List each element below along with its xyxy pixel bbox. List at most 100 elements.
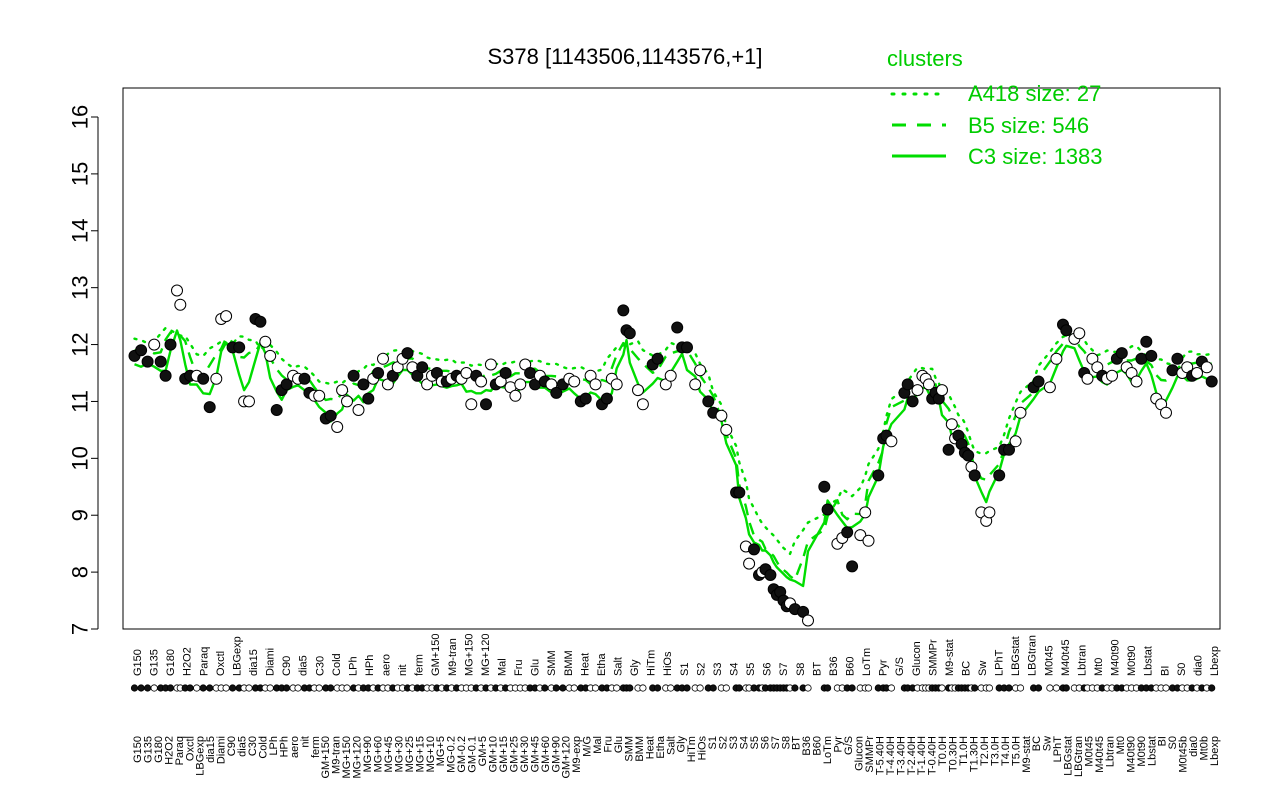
x-tick-label-lower: Sw <box>1042 736 1054 751</box>
x-tick-label: LoTm <box>861 648 873 676</box>
x-marks <box>130 684 1216 692</box>
data-point <box>141 355 154 368</box>
data-point <box>259 335 272 348</box>
x-tick-label-lower: T3.0H <box>989 736 1001 766</box>
data-point <box>416 361 429 374</box>
x-tick-label-lower: B36 <box>801 736 813 756</box>
x-tick-label-lower: Fru <box>603 736 615 753</box>
x-tick-label: Glu <box>530 659 542 676</box>
data-point <box>352 404 365 416</box>
data-point <box>1009 435 1022 448</box>
x-tick-label: G180 <box>165 649 177 676</box>
x-tick-label: BT <box>811 662 823 676</box>
data-point <box>1160 406 1172 419</box>
data-point <box>617 304 630 317</box>
x-tick-label: MG+120 <box>480 634 492 677</box>
x-tick-label-lower: GM+30 <box>519 736 531 772</box>
legend-label-b5: B5 size: 546 <box>968 113 1089 138</box>
data-point <box>1166 364 1179 377</box>
data-point <box>313 389 326 402</box>
x-tick-label-lower: S0 <box>1167 736 1179 749</box>
x-mark <box>1208 684 1216 692</box>
data-point <box>233 341 246 354</box>
x-mark <box>559 684 567 692</box>
x-tick-label-lower: MG+30 <box>393 736 405 772</box>
x-tick-label-lower: Heat <box>644 736 656 759</box>
data-point <box>568 375 581 388</box>
x-mark <box>823 684 832 692</box>
x-tick-label: aero <box>381 654 393 676</box>
data-points <box>128 284 1218 627</box>
x-tick-label-lower: Glu <box>613 736 625 753</box>
data-point <box>872 469 885 482</box>
data-point <box>715 409 728 422</box>
y-tick-label: 9 <box>68 509 93 521</box>
data-point <box>1003 443 1015 456</box>
x-tick-label-lower: GM+150 <box>320 736 332 779</box>
x-mark <box>683 684 691 692</box>
x-tick-label: Lbstat <box>1143 646 1155 676</box>
x-mark <box>343 684 351 692</box>
x-tick-label: B36 <box>828 656 840 676</box>
data-point <box>968 469 981 482</box>
data-point <box>818 480 831 493</box>
x-mark <box>229 684 237 692</box>
data-point <box>681 341 693 354</box>
x-tick-label: S3 <box>712 663 724 676</box>
x-tick-label-lower: GM+10 <box>488 736 500 772</box>
data-point <box>694 364 707 377</box>
y-tick-label: 10 <box>68 446 93 470</box>
data-point <box>1073 327 1086 340</box>
x-mark <box>266 684 274 692</box>
data-point <box>1140 335 1153 348</box>
x-tick-label-lower: Pyr <box>833 736 845 753</box>
y-tick-label: 16 <box>68 105 93 129</box>
x-mark <box>137 684 145 692</box>
x-tick-label: LBGexp <box>231 636 243 676</box>
data-point <box>484 358 497 371</box>
data-point <box>821 503 834 516</box>
x-mark <box>709 684 717 692</box>
data-point <box>764 569 777 581</box>
x-tick-label-lower: B60 <box>812 736 824 756</box>
x-tick-label: Heat <box>579 653 591 676</box>
data-point <box>1106 369 1118 382</box>
data-point <box>1115 347 1128 360</box>
x-ticks: G150 G135 G180 H2O2 Paraq Oxctl LBGexp dia15 Dia… <box>132 633 1221 778</box>
x-tick-label-lower: S2 <box>718 736 730 749</box>
x-tick-label: Lbtran <box>1076 645 1088 676</box>
x-tick-label: nit <box>397 664 409 676</box>
x-tick-label-lower: dia5 <box>237 736 249 757</box>
x-tick-label-lower: BC <box>1031 736 1043 751</box>
x-tick-label: H2O2 <box>182 647 194 676</box>
x-tick-label: HiOs <box>662 651 674 676</box>
x-mark <box>315 684 323 692</box>
data-point <box>671 321 684 334</box>
x-tick-label-lower: T1.30H <box>969 736 981 772</box>
x-tick-label: S0 <box>1176 663 1188 676</box>
x-tick-label-lower: MG+45 <box>383 736 395 772</box>
series-line-solid <box>134 329 1213 588</box>
x-tick-label-lower: LoTm <box>822 736 834 764</box>
x-tick-label-lower: Mt0 <box>1115 736 1127 754</box>
x-tick-label-lower: HPh <box>278 736 290 757</box>
data-point <box>748 543 760 556</box>
data-point <box>324 409 337 422</box>
x-tick-label-lower: C30 <box>247 736 259 756</box>
x-mark <box>193 684 201 692</box>
x-tick-label-lower: G135 <box>143 736 155 763</box>
x-tick-label-lower: T-1.40H <box>916 736 928 775</box>
x-tick-label: GM+150 <box>430 633 442 676</box>
x-tick-label: Fru <box>513 660 525 677</box>
x-tick-label: LPhT <box>994 649 1006 676</box>
x-tick-label-lower: T0.30H <box>948 736 960 772</box>
x-tick-label: S4 <box>729 663 741 676</box>
x-tick-label: G/S <box>894 657 906 676</box>
x-tick-label: M9-tran <box>447 638 459 676</box>
data-point <box>514 378 527 391</box>
x-tick-label-lower: GM+90 <box>550 736 562 772</box>
x-mark <box>696 684 704 692</box>
data-point <box>524 367 537 379</box>
data-point <box>841 526 854 539</box>
x-tick-label-lower: C90 <box>226 736 238 756</box>
